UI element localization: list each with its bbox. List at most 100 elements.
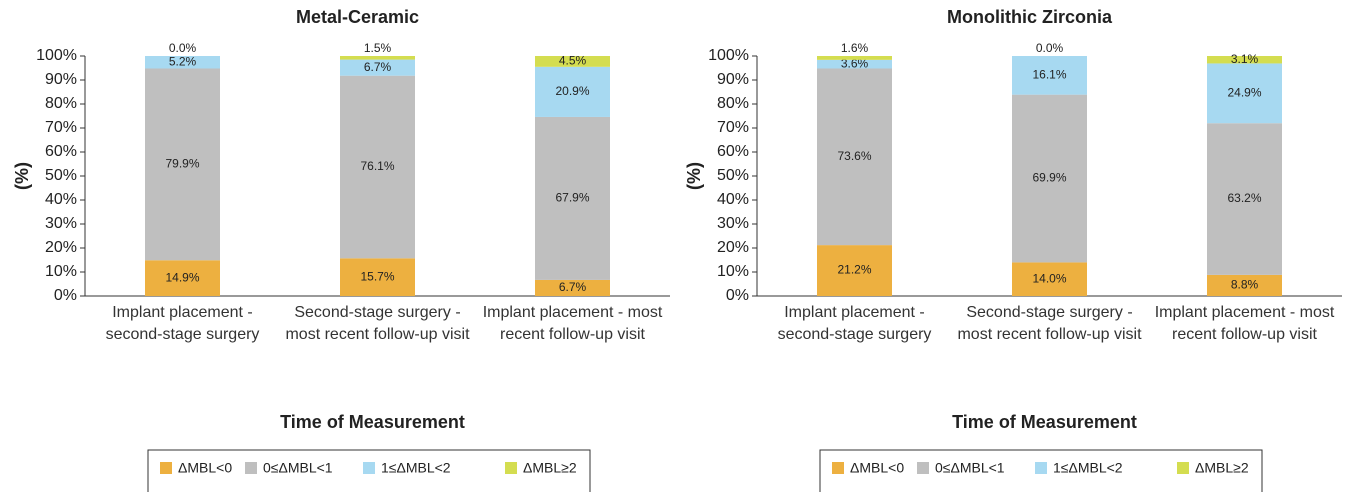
legend-label: 0≤ΔMBL<1 xyxy=(263,460,333,476)
bar-segment xyxy=(340,56,415,60)
value-label: 20.9% xyxy=(555,84,589,98)
x-tick-label-box: Second-stage surgery - most recent follo… xyxy=(957,304,1142,343)
value-label: 5.2% xyxy=(169,54,197,68)
value-label: 3.1% xyxy=(1231,52,1259,66)
y-tick-label: 100% xyxy=(708,47,749,64)
x-tick-label: Second-stage surgery - most recent follo… xyxy=(957,304,1142,343)
legend-box xyxy=(819,449,1263,492)
value-label: 6.7% xyxy=(559,280,587,294)
y-tick-label: 60% xyxy=(717,143,749,160)
y-tick-label: 30% xyxy=(717,215,749,232)
bar-segment xyxy=(817,56,892,60)
y-tick-label: 80% xyxy=(717,95,749,112)
x-tick-label: Implant placement - most recent follow-u… xyxy=(1154,304,1335,343)
legend-swatch xyxy=(1035,462,1047,474)
value-label: 16.1% xyxy=(1032,67,1066,81)
bar-segment xyxy=(535,66,610,117)
bar-segment xyxy=(817,59,892,69)
legend-swatch xyxy=(832,462,844,474)
y-tick-label: 50% xyxy=(717,167,749,184)
chart-title: Metal-Ceramic xyxy=(296,7,419,27)
y-tick-label: 10% xyxy=(717,263,749,280)
legend-swatch xyxy=(160,462,172,474)
bar-segment xyxy=(817,68,892,246)
bar-segment xyxy=(1012,56,1087,95)
legend-swatch xyxy=(363,462,375,474)
value-label: 21.2% xyxy=(837,263,871,277)
legend-label: 1≤ΔMBL<2 xyxy=(381,460,451,476)
x-tick-label: Implant placement - most recent follow-u… xyxy=(482,304,663,343)
y-tick-label: 70% xyxy=(45,119,77,136)
bar-segment xyxy=(145,68,220,261)
y-tick-label: 0% xyxy=(54,287,77,304)
y-tick-label: 40% xyxy=(717,191,749,208)
y-tick-label: 80% xyxy=(45,95,77,112)
bar-segment xyxy=(145,56,220,69)
y-tick-label: 60% xyxy=(45,143,77,160)
legend-label: ΔMBL<0 xyxy=(178,460,232,476)
x-tick-label-box: Implant placement - most recent follow-u… xyxy=(1154,304,1335,343)
value-label: 1.5% xyxy=(364,41,392,55)
y-tick-label: 90% xyxy=(45,71,77,88)
y-tick-label: 30% xyxy=(45,215,77,232)
value-label: 79.9% xyxy=(165,157,199,171)
value-label: 6.7% xyxy=(364,60,392,74)
value-label: 0.0% xyxy=(169,41,197,55)
legend-swatch xyxy=(917,462,929,474)
value-label: 73.6% xyxy=(837,149,871,163)
y-axis-label: (%) xyxy=(12,162,32,190)
x-axis-label: Time of Measurement xyxy=(280,412,465,432)
legend-swatch xyxy=(245,462,257,474)
value-label: 1.6% xyxy=(841,41,869,55)
bar-segment xyxy=(1207,63,1282,124)
bar-segment xyxy=(1207,274,1282,296)
y-tick-label: 90% xyxy=(717,71,749,88)
legend-swatch xyxy=(1177,462,1189,474)
bar-segment xyxy=(340,258,415,296)
y-tick-label: 100% xyxy=(36,47,77,64)
value-label: 67.9% xyxy=(555,191,589,205)
bar-segment xyxy=(817,245,892,296)
value-label: 4.5% xyxy=(559,54,587,68)
bar-segment xyxy=(1012,262,1087,296)
bar-segment xyxy=(1207,123,1282,275)
x-tick-label: Implant placement - second-stage surgery xyxy=(777,304,932,343)
legend-label: ΔMBL≥2 xyxy=(523,460,577,476)
x-tick-label: Second-stage surgery - most recent follo… xyxy=(285,304,470,343)
value-label: 69.9% xyxy=(1032,171,1066,185)
y-axis-label: (%) xyxy=(684,162,704,190)
legend-box xyxy=(147,449,591,492)
legend-swatch xyxy=(505,462,517,474)
legend-label: 0≤ΔMBL<1 xyxy=(935,460,1005,476)
legend-label: 1≤ΔMBL<2 xyxy=(1053,460,1123,476)
x-tick-label-box: Implant placement - second-stage surgery xyxy=(105,304,260,343)
y-tick-label: 10% xyxy=(45,263,77,280)
x-tick-label: Implant placement - second-stage surgery xyxy=(105,304,260,343)
bar-segment xyxy=(535,116,610,280)
y-tick-label: 20% xyxy=(717,239,749,256)
x-tick-label-box: Implant placement - most recent follow-u… xyxy=(482,304,663,343)
legend-label: ΔMBL≥2 xyxy=(1195,460,1249,476)
value-label: 0.0% xyxy=(1036,41,1064,55)
value-label: 63.2% xyxy=(1227,191,1261,205)
bar-segment xyxy=(145,260,220,296)
value-label: 76.1% xyxy=(360,159,394,173)
value-label: 8.8% xyxy=(1231,278,1259,292)
chart-title: Monolithic Zirconia xyxy=(947,7,1113,27)
bar-segment xyxy=(535,56,610,67)
bar-segment xyxy=(340,59,415,76)
value-label: 14.9% xyxy=(165,270,199,284)
value-label: 14.0% xyxy=(1032,271,1066,285)
x-tick-label-box: Second-stage surgery - most recent follo… xyxy=(285,304,470,343)
y-tick-label: 40% xyxy=(45,191,77,208)
bar-segment xyxy=(340,75,415,259)
y-tick-label: 70% xyxy=(717,119,749,136)
y-tick-label: 0% xyxy=(726,287,749,304)
y-tick-label: 50% xyxy=(45,167,77,184)
value-label: 15.7% xyxy=(360,269,394,283)
bar-segment xyxy=(1012,94,1087,263)
value-label: 24.9% xyxy=(1227,85,1261,99)
x-tick-label-box: Implant placement - second-stage surgery xyxy=(777,304,932,343)
bar-segment xyxy=(535,279,610,296)
